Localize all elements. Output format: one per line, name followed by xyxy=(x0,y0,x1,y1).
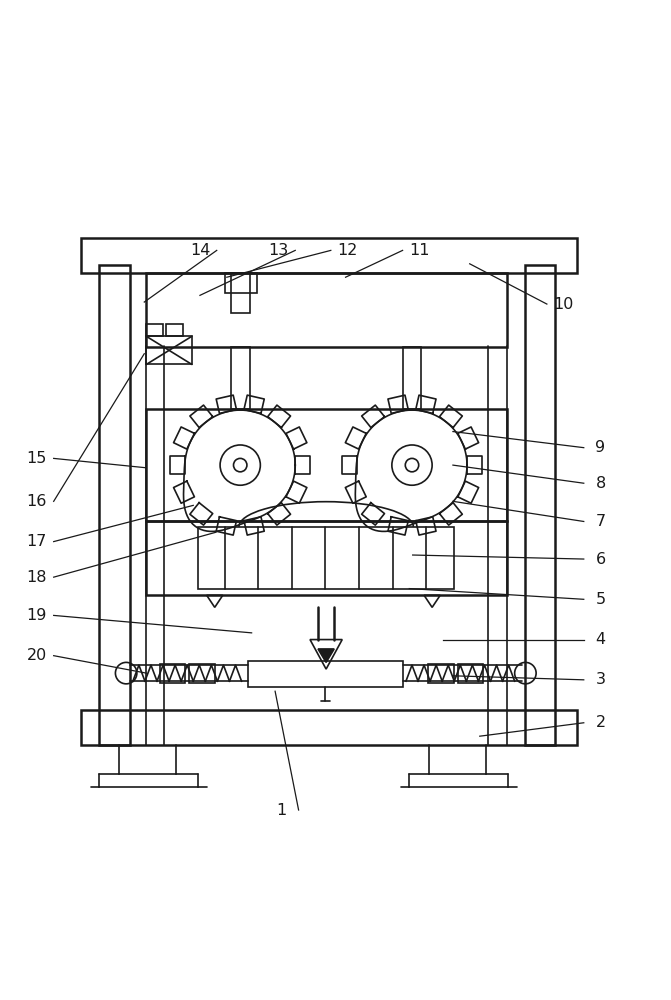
Text: 10: 10 xyxy=(554,297,574,312)
Text: 2: 2 xyxy=(595,715,606,730)
Bar xyxy=(166,324,183,336)
Text: 3: 3 xyxy=(596,672,605,687)
Text: 6: 6 xyxy=(595,552,606,567)
Bar xyxy=(198,527,454,589)
Text: 13: 13 xyxy=(268,243,289,258)
Text: 11: 11 xyxy=(409,243,429,258)
Bar xyxy=(160,664,185,683)
Bar xyxy=(231,273,250,313)
Bar xyxy=(146,324,163,336)
Text: 5: 5 xyxy=(595,592,606,607)
Text: 8: 8 xyxy=(595,476,606,491)
Text: 1: 1 xyxy=(276,803,287,818)
Bar xyxy=(81,238,577,273)
Bar xyxy=(248,661,403,687)
Text: 4: 4 xyxy=(595,632,606,647)
Text: 12: 12 xyxy=(338,243,358,258)
Bar xyxy=(189,664,215,683)
Text: 9: 9 xyxy=(595,440,606,455)
Polygon shape xyxy=(318,649,334,662)
Text: 19: 19 xyxy=(27,608,47,623)
Bar xyxy=(146,409,507,521)
Bar xyxy=(146,521,507,595)
Bar xyxy=(458,664,483,683)
Text: 7: 7 xyxy=(595,514,606,529)
Text: 15: 15 xyxy=(27,451,47,466)
Bar xyxy=(99,265,130,745)
Bar xyxy=(231,347,250,409)
Bar xyxy=(146,273,507,347)
Bar xyxy=(225,273,257,293)
Bar xyxy=(403,347,421,409)
Text: 14: 14 xyxy=(190,243,210,258)
Text: 17: 17 xyxy=(27,534,47,549)
Bar xyxy=(428,664,454,683)
Text: 16: 16 xyxy=(27,494,47,509)
Bar xyxy=(146,336,192,364)
Text: 18: 18 xyxy=(27,570,47,585)
Bar xyxy=(81,710,577,745)
Bar xyxy=(525,265,555,745)
Text: 20: 20 xyxy=(27,648,47,663)
